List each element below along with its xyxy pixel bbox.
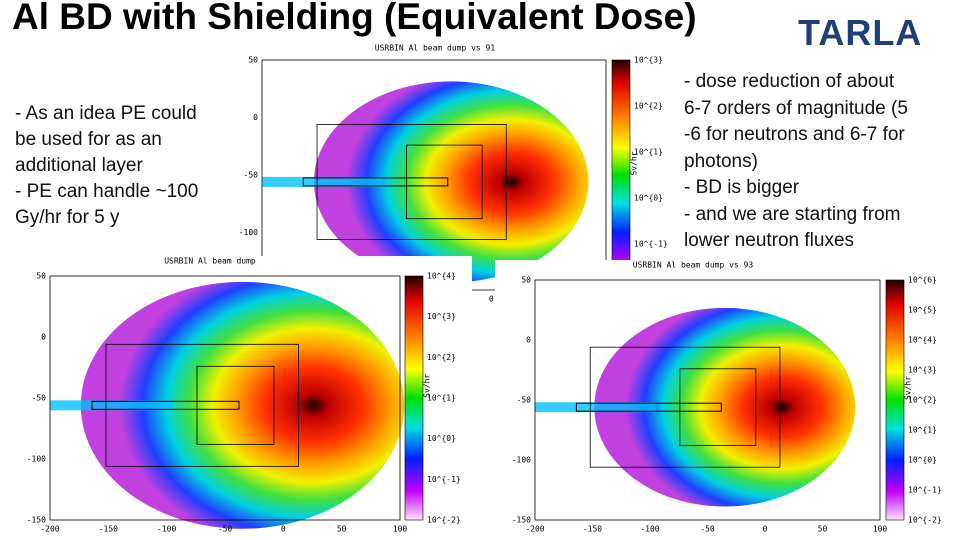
- x-tick-label: 50: [337, 525, 347, 534]
- y-tick-label: -50: [517, 396, 532, 405]
- colorbar-label: 10^{1}: [908, 426, 937, 435]
- note-line: additional layer: [15, 155, 143, 176]
- plot-title: USRBIN Al beam dump vs 91: [375, 44, 496, 53]
- beam-line: [535, 402, 656, 413]
- x-tick-label: 100: [393, 525, 408, 534]
- x-tick-label: 50: [818, 525, 828, 534]
- colorbar-label: 10^{1}: [427, 394, 456, 403]
- colorbar-label: 10^{0}: [427, 434, 456, 443]
- y-tick-label: -100: [512, 456, 531, 465]
- plot-frame: [49, 275, 401, 521]
- colorbar-label: 10^{3}: [634, 56, 663, 65]
- colorbar-label: 10^{3}: [427, 312, 456, 321]
- y-tick-label: -50: [244, 171, 259, 180]
- x-tick-label: -100: [640, 525, 659, 534]
- colorbar-label: 10^{2}: [908, 396, 937, 405]
- beam-pipe: [91, 400, 240, 410]
- colorbar-label: 10^{-1}: [427, 475, 461, 484]
- colorbar-label: 10^{-1}: [908, 486, 942, 495]
- note-line: - As an idea PE could: [15, 103, 197, 124]
- colorbar-unit: Sv/hr: [904, 376, 913, 400]
- colorbar: [611, 59, 631, 291]
- slide-title: Al BD with Shielding (Equivalent Dose): [12, 0, 697, 37]
- plot-title: USRBIN Al beam dump: [164, 257, 256, 266]
- note-line: Gy/hr for 5 y: [15, 207, 120, 228]
- y-tick-label: 50: [248, 56, 258, 65]
- dump-box: [406, 144, 483, 220]
- x-tick-label: -100: [157, 525, 176, 534]
- logo: TARLA: [798, 12, 923, 53]
- colorbar-label: 10^{5}: [908, 306, 937, 315]
- beam-line: [262, 176, 383, 187]
- x-tick-label: 100: [873, 525, 888, 534]
- x-tick-label: -50: [700, 525, 715, 534]
- colorbar: [404, 275, 424, 521]
- colorbar-label: 10^{6}: [908, 276, 937, 285]
- note-line: -6 for neutrons and 6-7 for: [684, 124, 905, 145]
- dose-map: [313, 81, 589, 283]
- dump-box: [196, 365, 275, 445]
- y-tick-label: 50: [36, 272, 46, 281]
- colorbar-label: 10^{2}: [634, 102, 663, 111]
- shield-box: [589, 346, 781, 468]
- x-tick-label: -200: [525, 525, 544, 534]
- x-tick-label: -50: [218, 525, 233, 534]
- dose-map: [594, 307, 856, 507]
- y-tick-label: 0: [41, 333, 46, 342]
- y-tick-label: 0: [526, 336, 531, 345]
- colorbar-label: 10^{3}: [908, 366, 937, 375]
- beam-pipe: [575, 402, 722, 412]
- colorbar-label: 10^{1}: [634, 148, 663, 157]
- note-line: - dose reduction of about: [684, 71, 895, 92]
- x-tick-label: -150: [583, 525, 602, 534]
- plot-title: USRBIN Al beam dump vs 93: [633, 261, 754, 270]
- y-tick-label: -150: [27, 516, 46, 525]
- left-notes: - As an idea PE could be used for as an ad…: [15, 101, 237, 231]
- note-line: be used for as an: [15, 129, 162, 150]
- y-tick-label: -100: [27, 455, 46, 464]
- colorbar-label: 10^{-1}: [634, 240, 668, 249]
- x-tick-label: -200: [40, 525, 59, 534]
- beam-line: [50, 400, 173, 411]
- right-notes: - dose reduction of about 6-7 orders of m…: [684, 69, 960, 255]
- y-tick-label: 0: [253, 113, 258, 122]
- colorbar-label: 10^{2}: [427, 353, 456, 362]
- colorbar-label: 10^{-2}: [908, 516, 942, 525]
- plot-frame: [534, 279, 881, 521]
- colorbar-label: 10^{-2}: [427, 516, 461, 525]
- beam-pipe: [302, 177, 449, 187]
- note-line: - PE can handle ~100: [15, 181, 199, 202]
- note-line: 6-7 orders of magnitude (5: [684, 97, 908, 119]
- y-tick-label: -100: [239, 228, 258, 237]
- note-line: photons): [684, 150, 758, 172]
- note-line: lower neutron fluxes: [684, 230, 855, 251]
- x-tick-label: -150: [99, 525, 118, 534]
- shield-box: [105, 343, 299, 467]
- colorbar-unit: Sv/hr: [423, 374, 432, 398]
- note-line: - BD is bigger: [684, 177, 800, 198]
- y-tick-label: 50: [521, 276, 531, 285]
- colorbar-label: 10^{4}: [908, 336, 937, 345]
- dump-box: [679, 368, 757, 446]
- dose-map: [80, 281, 405, 529]
- colorbar-label: 10^{0}: [634, 194, 663, 203]
- x-tick-label: 0: [489, 295, 494, 304]
- note-line: - and we are starting from: [684, 203, 901, 225]
- colorbar-label: 10^{0}: [908, 456, 937, 465]
- y-tick-label: -50: [32, 394, 47, 403]
- colorbar: [885, 279, 905, 521]
- x-tick-label: 0: [281, 525, 286, 534]
- x-tick-label: 0: [763, 525, 768, 534]
- y-tick-label: -150: [512, 516, 531, 525]
- colorbar-unit: Sv/hr: [630, 151, 639, 175]
- dose-plot: USRBIN Al beam dump vs 93500-50-100-150-…: [495, 260, 952, 540]
- colorbar-label: 10^{4}: [427, 272, 456, 281]
- shield-box: [316, 124, 507, 240]
